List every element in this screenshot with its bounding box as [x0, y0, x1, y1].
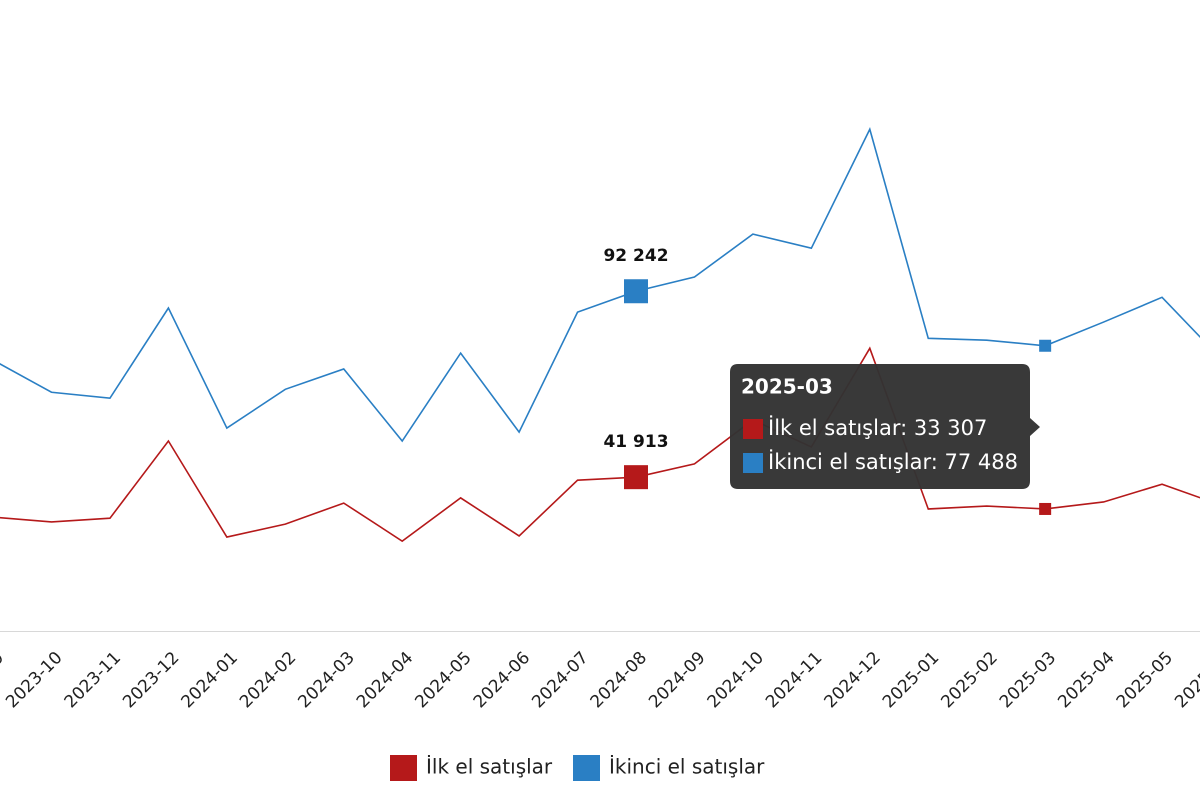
x-tick-label: 2024-05	[411, 648, 475, 712]
x-tick-label: 2023-12	[119, 648, 183, 712]
x-tick-label: 2025-03	[996, 648, 1060, 712]
tooltip-swatch	[743, 419, 763, 439]
x-tick-label: 2025-01	[879, 648, 943, 712]
x-tick-label: 2024-03	[294, 648, 358, 712]
data-label: 41 913	[603, 432, 668, 452]
point-marker	[624, 279, 648, 304]
tooltip-title: 2025-03	[741, 375, 833, 399]
legend-swatch	[390, 755, 417, 781]
x-tick-label: 2024-11	[762, 648, 826, 712]
x-tick-label: 2024-09	[645, 648, 709, 712]
x-tick-label: 2024-12	[821, 648, 885, 712]
x-tick-label: 2024-07	[528, 648, 592, 712]
data-label: 92 242	[603, 246, 668, 266]
hover-marker	[1039, 502, 1052, 515]
x-tick-label: 2023-10	[2, 648, 66, 712]
tooltip-swatch	[743, 453, 763, 473]
x-tick-label: 2024-01	[178, 648, 242, 712]
x-tick-label: 2025-02	[937, 648, 1001, 712]
x-tick-label: 2025-05	[1113, 648, 1177, 712]
tooltip-item: İkinci el satışlar: 77 488	[768, 449, 1018, 474]
tooltip: 2025-03 İlk el satışlar: 33 307 İkinci el …	[730, 364, 1040, 489]
legend-swatch	[573, 755, 600, 781]
tooltip-item: İlk el satışlar: 33 307	[768, 415, 987, 440]
legend-label: İlk el satışlar	[426, 755, 553, 779]
x-tick-label: 2023-11	[61, 648, 125, 712]
x-tick-label: 2024-10	[704, 648, 768, 712]
x-tick-label: 2024-04	[353, 648, 417, 712]
x-tick-label: 2025-06	[1171, 648, 1200, 712]
series-line	[0, 346, 1200, 543]
hover-marker	[1039, 339, 1052, 352]
x-tick-label: 2025-04	[1054, 648, 1118, 712]
x-tick-label: 2024-02	[236, 648, 300, 712]
x-tick-label: 2024-06	[470, 648, 534, 712]
x-tick-label: 2024-08	[587, 648, 651, 712]
series-line	[0, 126, 1200, 443]
legend-label: İkinci el satışlar	[609, 755, 765, 779]
point-marker	[624, 465, 648, 490]
tooltip-box	[730, 364, 1040, 489]
